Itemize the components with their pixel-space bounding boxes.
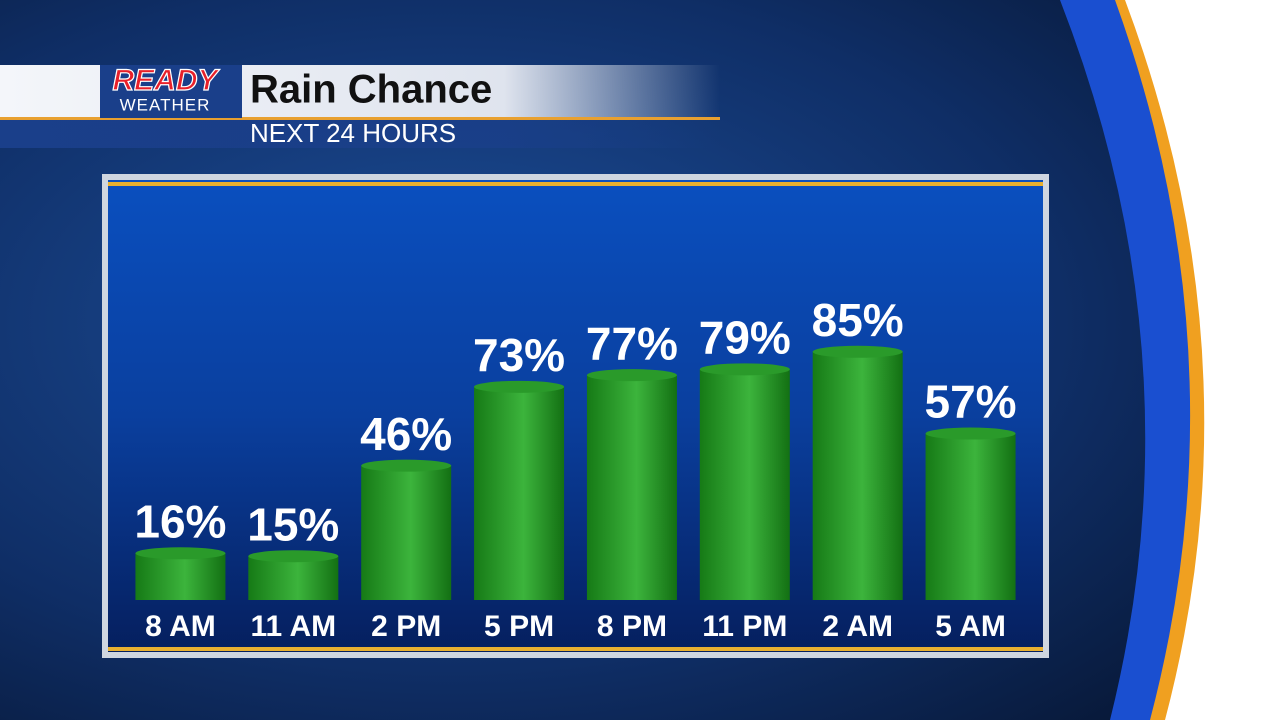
bar-cap <box>361 459 452 472</box>
logo-box <box>100 65 242 118</box>
bar-cap <box>925 427 1016 440</box>
bar-cap <box>812 345 903 358</box>
bar <box>812 351 903 600</box>
value-label: 57% <box>925 376 1017 428</box>
bar-cap <box>474 380 565 393</box>
bar <box>474 386 565 600</box>
subheader-bar <box>0 118 720 148</box>
x-tick-label: 5 PM <box>484 610 554 643</box>
bar-cap <box>699 363 790 376</box>
bar <box>699 369 790 600</box>
value-label: 77% <box>586 317 678 369</box>
value-label: 15% <box>247 498 339 550</box>
value-label: 46% <box>360 408 452 460</box>
value-label: 73% <box>473 329 565 381</box>
x-tick-label: 11 PM <box>702 610 787 643</box>
logo-top: READY <box>112 64 220 97</box>
bar-cap <box>248 550 339 563</box>
x-tick-label: 5 AM <box>935 610 1006 643</box>
bar-cap <box>586 369 677 382</box>
panel-bottom-rule <box>108 647 1043 651</box>
value-label: 85% <box>812 294 904 346</box>
x-tick-label: 8 PM <box>597 610 667 643</box>
chart-title: Rain Chance <box>250 68 492 112</box>
panel <box>108 180 1043 652</box>
bar <box>135 553 226 600</box>
bar <box>925 433 1016 600</box>
x-tick-label: 11 AM <box>251 610 337 643</box>
bar <box>248 556 339 600</box>
x-tick-label: 2 PM <box>371 610 441 643</box>
value-label: 16% <box>134 495 226 547</box>
chart-subtitle: NEXT 24 HOURS <box>250 118 456 148</box>
swoosh-white <box>1125 0 1280 720</box>
bar-cap <box>135 547 226 560</box>
bar <box>586 375 677 600</box>
bar <box>361 465 452 600</box>
plot: 16% 8 AM 15% 11 AM 46% 2 PM 73% 5 PM 77% 8 PM 79% 1… <box>134 294 1016 643</box>
header-rule <box>0 117 720 120</box>
x-tick-label: 2 AM <box>822 610 893 643</box>
value-label: 79% <box>699 311 791 363</box>
logo-bottom: WEATHER <box>120 95 211 114</box>
panel-top-rule <box>108 182 1043 186</box>
x-tick-label: 8 AM <box>145 610 216 643</box>
